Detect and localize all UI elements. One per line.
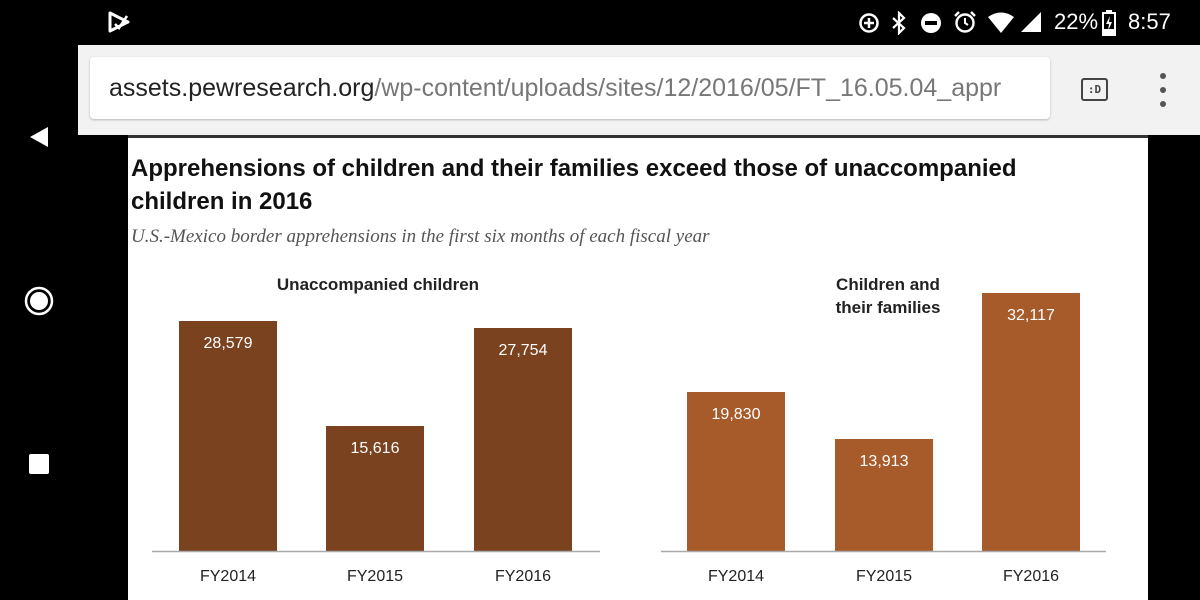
x-tick-label: FY2015 (856, 568, 912, 585)
bar-value-label: 19,830 (712, 406, 761, 423)
panel-title-families: Children and their families (835, 275, 941, 317)
bar-fy2014 (179, 321, 277, 551)
page-content: Apprehensions of children and their fami… (128, 135, 1148, 600)
bar-value-label: 28,579 (204, 335, 253, 352)
alarm-icon (954, 11, 976, 33)
battery-percent: 22% (1054, 9, 1099, 34)
browser-toolbar: assets.pewresearch.org/wp-content/upload… (78, 45, 1200, 135)
cell-signal-icon (1021, 12, 1041, 32)
panel-title-unaccompanied: Unaccompanied children (276, 275, 480, 294)
navigation-bar (0, 45, 78, 600)
home-icon[interactable] (23, 285, 55, 317)
reader-mode-icon[interactable]: :D (1081, 78, 1108, 101)
x-tick-label: FY2016 (495, 568, 551, 585)
menu-dot (1160, 73, 1166, 79)
bluetooth-icon (892, 11, 906, 35)
back-icon[interactable] (28, 125, 50, 149)
x-tick-label: FY2016 (1003, 568, 1059, 585)
status-bar: 22% 8:57 (0, 0, 1200, 45)
play-store-icon (108, 11, 130, 33)
bar-value-label: 15,616 (351, 440, 400, 457)
recents-icon[interactable] (29, 454, 49, 474)
address-bar[interactable]: assets.pewresearch.org/wp-content/upload… (90, 57, 1050, 119)
divider (128, 135, 1148, 138)
bar-chart: 28,579 FY2014 15,616 FY2015 27,754 FY2016 19,8… (152, 293, 1106, 585)
menu-dot (1160, 87, 1166, 93)
chart-title: Apprehensions of children and their fami… (131, 155, 1017, 215)
x-tick-label: FY2014 (708, 568, 764, 585)
bar-value-label: 13,913 (860, 453, 909, 470)
bar-fy2014 (687, 392, 785, 551)
x-tick-label: FY2014 (200, 568, 256, 585)
bar-fy2015 (326, 426, 424, 551)
wifi-icon (988, 12, 1014, 33)
bar-value-label: 27,754 (499, 342, 548, 359)
url-path: /wp-content/uploads/sites/12/2016/05/FT_… (374, 74, 1002, 102)
data-saver-icon (859, 13, 879, 33)
url-host: assets.pewresearch.org (109, 74, 375, 102)
x-tick-label: FY2015 (347, 568, 403, 585)
more-vert-icon[interactable] (1156, 73, 1170, 107)
bar-fy2016 (982, 293, 1080, 551)
clock: 8:57 (1128, 9, 1171, 34)
bar-fy2016 (474, 328, 572, 551)
do-not-disturb-icon (921, 13, 941, 33)
battery-charging-icon (1102, 10, 1116, 36)
menu-dot (1160, 101, 1166, 107)
bar-value-label: 32,117 (1007, 307, 1055, 324)
chart-subtitle: U.S.-Mexico border apprehensions in the … (131, 226, 710, 247)
bar-fy2015 (835, 439, 933, 551)
